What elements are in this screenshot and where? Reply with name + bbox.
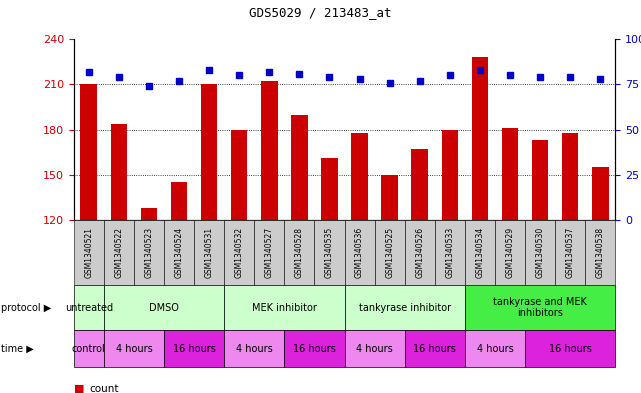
Text: GSM1340530: GSM1340530 [536,227,545,278]
Bar [81,84,97,220]
Text: GDS5029 / 213483_at: GDS5029 / 213483_at [249,6,392,19]
Bar [562,133,578,220]
Bar [171,182,187,220]
Text: GSM1340525: GSM1340525 [385,227,394,278]
Text: GSM1340528: GSM1340528 [295,227,304,278]
Bar [291,115,308,220]
Text: time ▶: time ▶ [1,344,34,354]
Bar [502,128,519,220]
Bar [231,130,247,220]
Text: GSM1340529: GSM1340529 [506,227,515,278]
Text: control: control [72,344,106,354]
Text: GSM1340533: GSM1340533 [445,227,454,278]
Text: MEK inhibitor: MEK inhibitor [252,303,317,312]
Text: 16 hours: 16 hours [293,344,336,354]
Text: ■: ■ [74,384,84,393]
Text: count: count [90,384,119,393]
Text: GSM1340527: GSM1340527 [265,227,274,278]
Bar [532,140,549,220]
Text: GSM1340526: GSM1340526 [415,227,424,278]
Text: GSM1340522: GSM1340522 [114,227,123,278]
Text: 4 hours: 4 hours [356,344,393,354]
Bar [111,124,127,220]
Bar [261,81,278,220]
Text: 4 hours: 4 hours [236,344,272,354]
Text: 16 hours: 16 hours [413,344,456,354]
Text: GSM1340524: GSM1340524 [174,227,183,278]
Bar [592,167,608,220]
Bar [412,149,428,220]
Text: 4 hours: 4 hours [115,344,153,354]
Text: untreated: untreated [65,303,113,312]
Text: GSM1340523: GSM1340523 [144,227,153,278]
Bar [321,158,338,220]
Text: GSM1340531: GSM1340531 [204,227,213,278]
Text: DMSO: DMSO [149,303,179,312]
Text: GSM1340532: GSM1340532 [235,227,244,278]
Text: tankyrase inhibitor: tankyrase inhibitor [359,303,451,312]
Text: GSM1340535: GSM1340535 [325,227,334,278]
Text: 4 hours: 4 hours [477,344,513,354]
Text: tankyrase and MEK
inhibitors: tankyrase and MEK inhibitors [493,297,587,318]
Text: GSM1340521: GSM1340521 [84,227,93,278]
Bar [442,130,458,220]
Bar [351,133,368,220]
Text: GSM1340536: GSM1340536 [355,227,364,278]
Bar [140,208,157,220]
Bar [472,57,488,220]
Text: 16 hours: 16 hours [549,344,592,354]
Text: GSM1340538: GSM1340538 [596,227,605,278]
Bar [201,84,217,220]
Text: protocol ▶: protocol ▶ [1,303,51,312]
Text: GSM1340534: GSM1340534 [476,227,485,278]
Bar [381,175,398,220]
Text: GSM1340537: GSM1340537 [566,227,575,278]
Text: 16 hours: 16 hours [172,344,215,354]
